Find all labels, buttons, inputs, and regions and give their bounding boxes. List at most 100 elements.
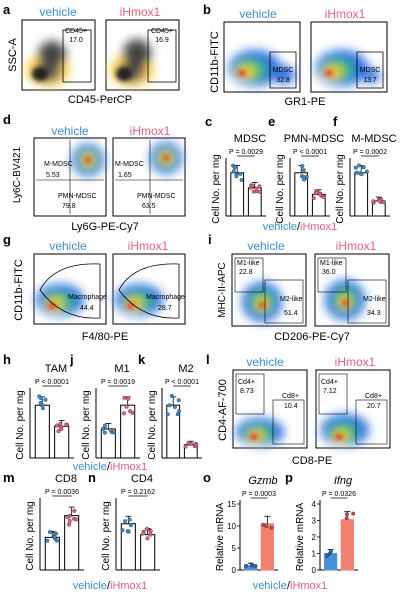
panel-i-xlabel: CD206-PE-Cy7 [274, 331, 350, 343]
bar-chart-e-iHmox1-dot [318, 192, 323, 197]
bar-chart-c-vehicle-dot [231, 169, 236, 174]
bar-chart-h-vehicle-dot [37, 394, 42, 399]
bar-chart-j-vehicle-dot [102, 430, 107, 435]
panel-l-cd4-label-ihmox1: Cd4+ [321, 379, 338, 386]
panel-g-flow-plot-ihmox1 [112, 253, 186, 325]
panel-b-gate-label-ihmox1: MDSC [360, 67, 381, 74]
bar-chart-c-vehicle-dot [239, 178, 244, 183]
bar-chart-k-vehicle-dot [165, 412, 170, 417]
bar-chart-p-tick-label: 3 [312, 517, 317, 526]
bar-chart-p-iHmox1-dot [351, 511, 356, 516]
bar-chart-h-iHmox1-dot [58, 422, 63, 427]
bar-chart-k-vehicle-dot [169, 393, 174, 398]
bar-chart-p-vehicle-dot [328, 549, 333, 554]
panel-i-m1-label-ihmox1: M1-like [320, 260, 343, 267]
bar-chart-k-vehicle-dot [176, 398, 181, 403]
bar-chart-n: n CD4 Cell No. per mg P = 0.2162 [88, 470, 160, 571]
panel-letter-m: m [3, 470, 15, 485]
panel-l-cd8-value-ihmox1: 20.7 [367, 403, 381, 410]
bar-chart-c-pvalue: P = 0.0029 [229, 149, 263, 156]
panel-b-flow-plot-vehicle [223, 21, 301, 93]
panel-a-gate-label-ihmox1: CD45+ [151, 28, 173, 35]
bar-chart-f-title: M-MDSC [351, 133, 396, 145]
panel-i-m1-label-vehicle: M1-like [237, 260, 260, 267]
bar-chart-j: j M1 Cell No. per mg P = 0.0019 [69, 352, 140, 460]
bar-chart-h-title: TAM [45, 363, 67, 375]
bar-chart-e-iHmox1-dot [311, 196, 316, 201]
panel-letter-f: f [333, 114, 338, 129]
panel-letter-b: b [203, 2, 211, 17]
panel-b-title-ihmox1: iHmox1 [325, 7, 366, 21]
panel-i-title-ihmox1: iHmox1 [336, 239, 377, 253]
panel-a-xlabel: CD45-PerCP [68, 94, 132, 106]
panel-i-m2-value-vehicle: 51.4 [284, 310, 298, 317]
bar-chart-k-iHmox1-dot [183, 444, 188, 449]
bar-chart-m-iHmox1-dot [67, 522, 72, 527]
bar-chart-k-vehicle-dot [177, 409, 182, 414]
panel-l-cd8-label-ihmox1: Cd8+ [365, 393, 382, 400]
legend-row2: vehicle/iHmox1 [73, 461, 148, 473]
bar-chart-j-iHmox1-dot [130, 410, 135, 415]
bar-chart-n-vehicle-dot [123, 519, 128, 524]
panel-a-ylabel: SSC-A [7, 38, 19, 72]
panel-l-title-vehicle: vehicle [246, 355, 284, 369]
panel-d-m-value-vehicle: 5.53 [46, 172, 60, 179]
panel-letter-e: e [268, 114, 275, 129]
panel-b-title-vehicle: vehicle [239, 7, 277, 21]
bar-chart-c-vehicle-dot [238, 171, 243, 176]
legend-row3-right-vehicle: vehicle [253, 580, 287, 592]
bar-chart-o-title: Gzmb [248, 475, 277, 487]
bar-chart-n-iHmox1-dot [148, 532, 153, 537]
panel-d-pmn-label-ihmox1: PMN-MDSC [137, 193, 176, 200]
bar-chart-n-pvalue: P = 0.2162 [121, 489, 155, 496]
bar-chart-e-ylabel: Cell No. per mg [275, 154, 286, 223]
bar-chart-n-vehicle-dot [127, 517, 132, 522]
bar-chart-o-bar-iHmox1 [260, 523, 274, 571]
bar-chart-j-iHmox1-dot [122, 395, 127, 400]
bar-chart-c-iHmox1-dot [257, 184, 262, 189]
bar-chart-f: f M-MDSC Cell No. per mg P = 0.0002 [333, 114, 397, 224]
panel-d-m-label-vehicle: M-MDSC [44, 161, 73, 168]
panel-b-flow-plot-ihmox1 [310, 21, 388, 93]
bar-chart-c-iHmox1-dot [250, 183, 255, 188]
panel-i-flow-plot-ihmox1 [314, 253, 390, 327]
bar-chart-m-iHmox1-dot [65, 515, 70, 520]
panel-letter-a: a [3, 2, 11, 17]
bar-chart-p-ylabel: Relative mRNA [295, 503, 306, 572]
legend-row1: vehicle/iHmox1 [263, 221, 338, 233]
panel-d-pmn-label-vehicle: PMN-MDSC [58, 193, 97, 200]
legend-row1-ihmox1: iHmox1 [300, 221, 337, 233]
panel-d-m-label-ihmox1: M-MDSC [115, 161, 144, 168]
bar-chart-h-vehicle-dot [38, 400, 43, 405]
bar-chart-o-ylabel: Relative mRNA [215, 503, 226, 572]
bar-chart-h-iHmox1-dot [55, 423, 60, 428]
bar-chart-k-iHmox1-dot [186, 440, 191, 445]
panel-l-title-ihmox1: iHmox1 [335, 355, 376, 369]
panel-l-cd4-label-vehicle: Cd4+ [238, 379, 255, 386]
bar-chart-o-iHmox1-dot [264, 524, 269, 529]
panel-b-gate-value-ihmox1: 13.7 [363, 77, 377, 84]
bar-chart-h: h TAM Cell No. per mg P < 0.0001 [3, 352, 74, 460]
panel-d: d vehicle iHmox1 Ly6C-BV421 M-MDSC 5.53 … [3, 112, 186, 233]
bar-chart-h-bar-vehicle [34, 404, 50, 459]
bar-chart-h-iHmox1-dot [56, 429, 61, 434]
bar-chart-f-pvalue: P = 0.0002 [353, 149, 387, 156]
panel-l-flow-plot-vehicle [232, 369, 308, 449]
legend-row3-right-ihmox1: iHmox1 [290, 580, 327, 592]
panel-b-gate-label-vehicle: MDSC [273, 67, 294, 74]
panel-g: g vehicle iHmox1 CD11b-FITC Macrophage 4… [3, 232, 186, 343]
bar-chart-h-ylabel: Cell No. per mg [15, 390, 26, 459]
panel-d-ylabel: Ly6C-BV421 [12, 146, 23, 203]
bar-charts: c MDSC Cell No. per mg P = 0.0029 e PMN-MDSC C… [3, 114, 397, 575]
bar-chart-h-vehicle-dot [40, 406, 45, 411]
bar-chart-f-vehicle-dot [353, 165, 358, 170]
bar-chart-m-iHmox1-dot [72, 508, 77, 513]
panel-g-gate-value-vehicle: 44.4 [80, 305, 94, 312]
bar-chart-c-ylabel: Cell No. per mg [211, 154, 222, 223]
bar-chart-o-vehicle-dot [253, 563, 258, 568]
panel-letter-i: i [208, 232, 212, 247]
legend-row3-left: vehicle/iHmox1 [73, 580, 148, 592]
bar-chart-k-vehicle-dot [167, 403, 172, 408]
bar-chart-n-vehicle-dot [120, 528, 125, 533]
bar-chart-h-vehicle-dot [43, 397, 48, 402]
